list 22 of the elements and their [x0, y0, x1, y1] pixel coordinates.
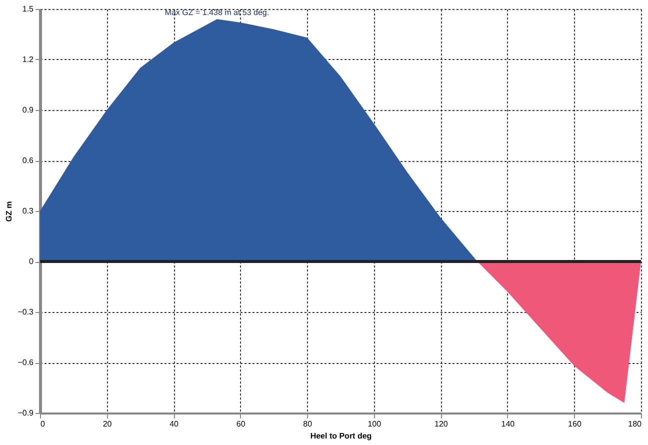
y-tick-label: −0.9	[18, 408, 34, 418]
y-tick-label: 1.2	[22, 55, 34, 64]
x-tick-label: 20	[102, 420, 112, 428]
y-tick-label: 0.3	[22, 206, 34, 216]
annotation: Max GZ = 1.438 m at 53 deg.	[164, 8, 270, 18]
x-tick-label: 100	[368, 420, 382, 428]
y-tick-label: 0.6	[22, 156, 34, 165]
x-tick-label: 120	[434, 420, 448, 428]
x-tick-label: 60	[236, 420, 246, 428]
x-tick-label: 160	[568, 420, 582, 428]
y-tick-label: −0.3	[18, 308, 34, 316]
x-tick-label: 40	[170, 420, 180, 428]
y-tick-label: 0.9	[22, 106, 34, 114]
y-tick-label: −0.6	[18, 358, 34, 367]
x-axis-title: Heel to Port deg	[310, 432, 372, 440]
y-tick-label: 0	[29, 257, 34, 266]
x-tick-label: 0	[40, 420, 46, 428]
x-tick-label: 140	[501, 420, 516, 428]
y-tick-label: 1.5	[22, 4, 34, 14]
x-tick-label: 180	[628, 420, 642, 428]
y-axis-title: GZ m	[4, 201, 14, 222]
x-tick-label: 80	[303, 420, 313, 428]
